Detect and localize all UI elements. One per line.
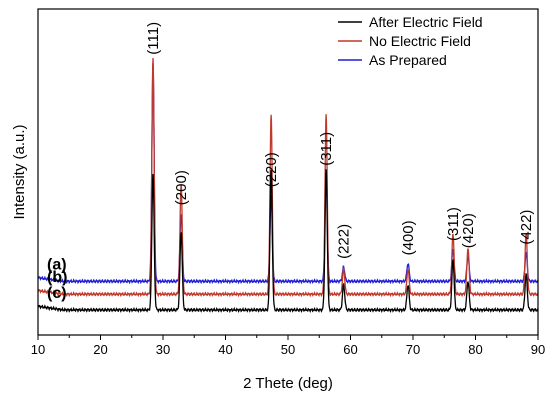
legend-entry: No Electric Field xyxy=(338,33,471,49)
series-1 xyxy=(37,63,539,285)
legend-label: No Electric Field xyxy=(369,33,471,49)
curve-labels: (a)(b)(c) xyxy=(47,256,67,302)
x-tick-label: 60 xyxy=(343,342,357,357)
x-tick-label: 50 xyxy=(281,342,295,357)
legend-label: After Electric Field xyxy=(369,14,483,30)
x-tick-label: 40 xyxy=(218,342,232,357)
peak-label: (311) xyxy=(445,207,462,241)
curves-layer xyxy=(37,58,539,314)
series-line xyxy=(37,63,539,285)
peak-label: (400) xyxy=(400,220,417,255)
peak-label: (111) xyxy=(145,22,162,55)
curve-label: (a) xyxy=(47,256,67,273)
series-line xyxy=(37,58,539,298)
peak-label: (200) xyxy=(173,170,190,205)
x-tick-label: 10 xyxy=(31,342,45,357)
peak-annotations: (111)(200)(220)(311)(222) (400) (311)(420)… xyxy=(145,22,535,259)
x-tick-label: 30 xyxy=(156,342,170,357)
plot-frame xyxy=(37,8,539,336)
peak-label: (311) xyxy=(318,132,335,166)
series-line xyxy=(37,169,539,314)
peak-label: (222) xyxy=(336,224,353,259)
x-tick-label: 90 xyxy=(531,342,545,357)
peak-label: (220) xyxy=(263,152,280,187)
legend: After Electric Field No Electric Field As … xyxy=(338,14,483,68)
peak-label: (422) xyxy=(518,210,535,245)
curve-label: (b) xyxy=(47,269,67,286)
series-3 xyxy=(37,169,539,314)
x-tick-label: 80 xyxy=(468,342,482,357)
legend-label: As Prepared xyxy=(369,52,447,68)
curve-label: (c) xyxy=(47,285,67,302)
peak-label: (420) xyxy=(460,213,477,248)
series-2 xyxy=(37,58,539,298)
legend-entry: As Prepared xyxy=(338,52,447,68)
x-axis-title: 2 Thete (deg) xyxy=(243,375,333,392)
x-axis-ticks: 10 20 30 40 50 60 70 80 90 xyxy=(31,335,545,357)
x-tick-label: 20 xyxy=(93,342,107,357)
x-tick-label: 70 xyxy=(406,342,420,357)
y-axis-title: Intensity (a.u.) xyxy=(11,124,28,219)
legend-entry: After Electric Field xyxy=(338,14,483,30)
